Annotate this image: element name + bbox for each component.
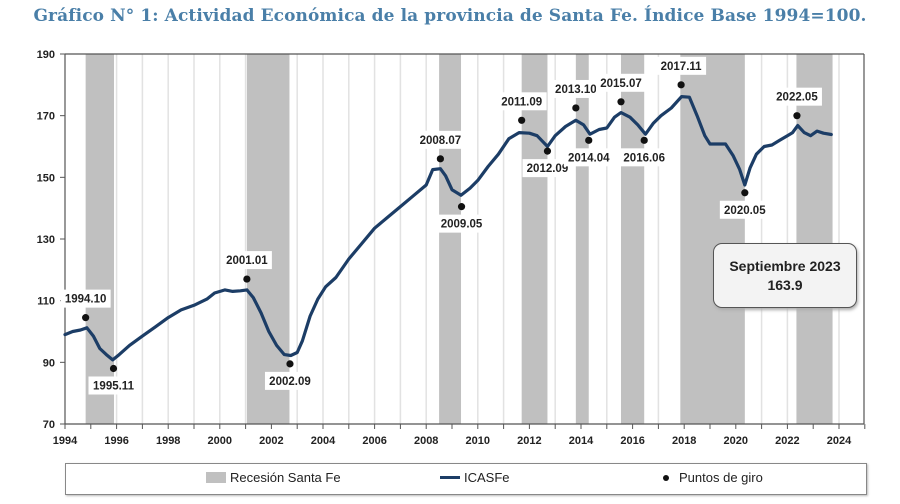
y-tick-label: 190 bbox=[37, 49, 55, 61]
turning-point-dot bbox=[640, 136, 648, 144]
turning-point-label-bg bbox=[595, 73, 646, 92]
recession-band bbox=[521, 54, 548, 424]
turning-point-label: 2020.05 bbox=[724, 205, 766, 217]
legend-item-recession: Recesión Santa Fe bbox=[206, 470, 341, 485]
recession-band bbox=[620, 54, 645, 424]
y-tick-label: 110 bbox=[37, 296, 55, 308]
icasfe-line bbox=[63, 95, 833, 362]
turning-point-label-bg bbox=[436, 214, 487, 233]
recession-band bbox=[246, 54, 290, 424]
turning-point-label-bg bbox=[563, 148, 614, 167]
turning-point-dot bbox=[243, 275, 251, 283]
x-tick-label: 2000 bbox=[208, 435, 232, 447]
x-tick-label: 2002 bbox=[259, 435, 283, 447]
turning-point-label: 2022.05 bbox=[776, 92, 818, 104]
x-tick-label: 2012 bbox=[517, 435, 541, 447]
callout-value: 163.9 bbox=[767, 276, 803, 293]
turning-point-dot bbox=[109, 364, 118, 373]
turning-point-label: 2016.06 bbox=[623, 152, 665, 164]
turning-point-label-bg bbox=[264, 371, 315, 390]
y-tick-label: 150 bbox=[37, 172, 55, 184]
turning-point-label: 2009.05 bbox=[441, 219, 483, 231]
turning-point-label: 2017.11 bbox=[661, 61, 703, 73]
x-tick-label: 1996 bbox=[104, 435, 128, 447]
legend-label-turning-points: Puntos de giro bbox=[679, 470, 763, 485]
legend-item-turning-points: Puntos de giro bbox=[663, 470, 763, 485]
turning-point-label-bg bbox=[60, 289, 111, 308]
turning-point-label-bg bbox=[522, 159, 573, 178]
turning-point-label: 2001.01 bbox=[226, 255, 268, 267]
y-tick-label: 90 bbox=[43, 357, 55, 369]
turning-point-dot bbox=[457, 203, 466, 211]
recession-band bbox=[796, 54, 833, 424]
turning-point-label: 2012.09 bbox=[527, 163, 569, 175]
x-tick-label: 2020 bbox=[724, 435, 748, 447]
turning-point-label: 1994.10 bbox=[65, 294, 107, 306]
recession-band bbox=[85, 54, 115, 424]
dot-swatch-icon bbox=[663, 474, 669, 481]
x-tick-label: 2014 bbox=[569, 435, 594, 447]
turning-point-label-bg bbox=[88, 376, 139, 395]
turning-point-label: 2014.04 bbox=[568, 152, 610, 164]
turning-point-dot bbox=[617, 98, 625, 106]
y-tick-label: 130 bbox=[37, 234, 55, 246]
turning-point-dot bbox=[741, 189, 749, 197]
turning-point-dot bbox=[82, 314, 90, 322]
turning-point-label: 2002.09 bbox=[269, 376, 311, 388]
turning-point-label: 2008.07 bbox=[420, 135, 462, 147]
turning-point-label-bg bbox=[415, 130, 466, 149]
turning-point-dot bbox=[793, 112, 801, 120]
legend-label-series: ICASFe bbox=[464, 470, 510, 485]
y-tick-label: 170 bbox=[37, 111, 55, 123]
x-tick-label: 2022 bbox=[775, 435, 799, 447]
turning-point-dot bbox=[518, 116, 526, 124]
chart-title: Gráfico N° 1: Actividad Económica de la … bbox=[33, 6, 867, 26]
callout-date: Septiembre 2023 bbox=[729, 257, 841, 274]
turning-point-dot bbox=[543, 147, 552, 155]
turning-point-label: 2013.10 bbox=[555, 84, 597, 96]
turning-point-label-bg bbox=[550, 79, 601, 98]
turning-point-dot bbox=[677, 81, 685, 89]
turning-point-label-bg bbox=[619, 148, 670, 167]
turning-point-label: 2015.07 bbox=[600, 78, 642, 90]
turning-point-label-bg bbox=[656, 56, 707, 75]
recession-band bbox=[575, 54, 589, 424]
x-tick-label: 1994 bbox=[53, 435, 78, 447]
turning-point-label-bg bbox=[771, 87, 822, 106]
x-tick-label: 2018 bbox=[672, 435, 696, 447]
x-tick-label: 2008 bbox=[414, 435, 438, 447]
chart-legend: Recesión Santa Fe ICASFe Puntos de giro bbox=[65, 463, 867, 495]
turning-point-label: 2011.09 bbox=[501, 96, 542, 108]
turning-point-dot bbox=[286, 360, 294, 368]
turning-point-label: 1995.11 bbox=[93, 381, 135, 393]
x-tick-label: 2016 bbox=[620, 435, 644, 447]
turning-point-label-bg bbox=[496, 92, 547, 111]
turning-point-label-bg bbox=[719, 200, 770, 219]
latest-value-callout: Septiembre 2023 163.9 bbox=[713, 243, 857, 308]
line-swatch-icon bbox=[440, 476, 460, 479]
recession-band bbox=[439, 54, 462, 424]
recession-swatch-icon bbox=[206, 472, 226, 483]
legend-label-recession: Recesión Santa Fe bbox=[230, 470, 341, 485]
recession-band bbox=[680, 54, 745, 424]
x-tick-label: 2024 bbox=[827, 435, 852, 447]
x-tick-label: 2004 bbox=[311, 435, 336, 447]
turning-point-dot bbox=[436, 155, 444, 163]
legend-item-series: ICASFe bbox=[440, 470, 510, 485]
turning-point-label-bg bbox=[221, 251, 272, 270]
x-tick-label: 1998 bbox=[156, 435, 180, 447]
turning-point-dot bbox=[585, 136, 593, 144]
x-tick-label: 2006 bbox=[362, 435, 386, 447]
turning-point-dot bbox=[572, 104, 580, 112]
x-tick-label: 2010 bbox=[466, 435, 490, 447]
y-tick-label: 70 bbox=[43, 419, 55, 431]
